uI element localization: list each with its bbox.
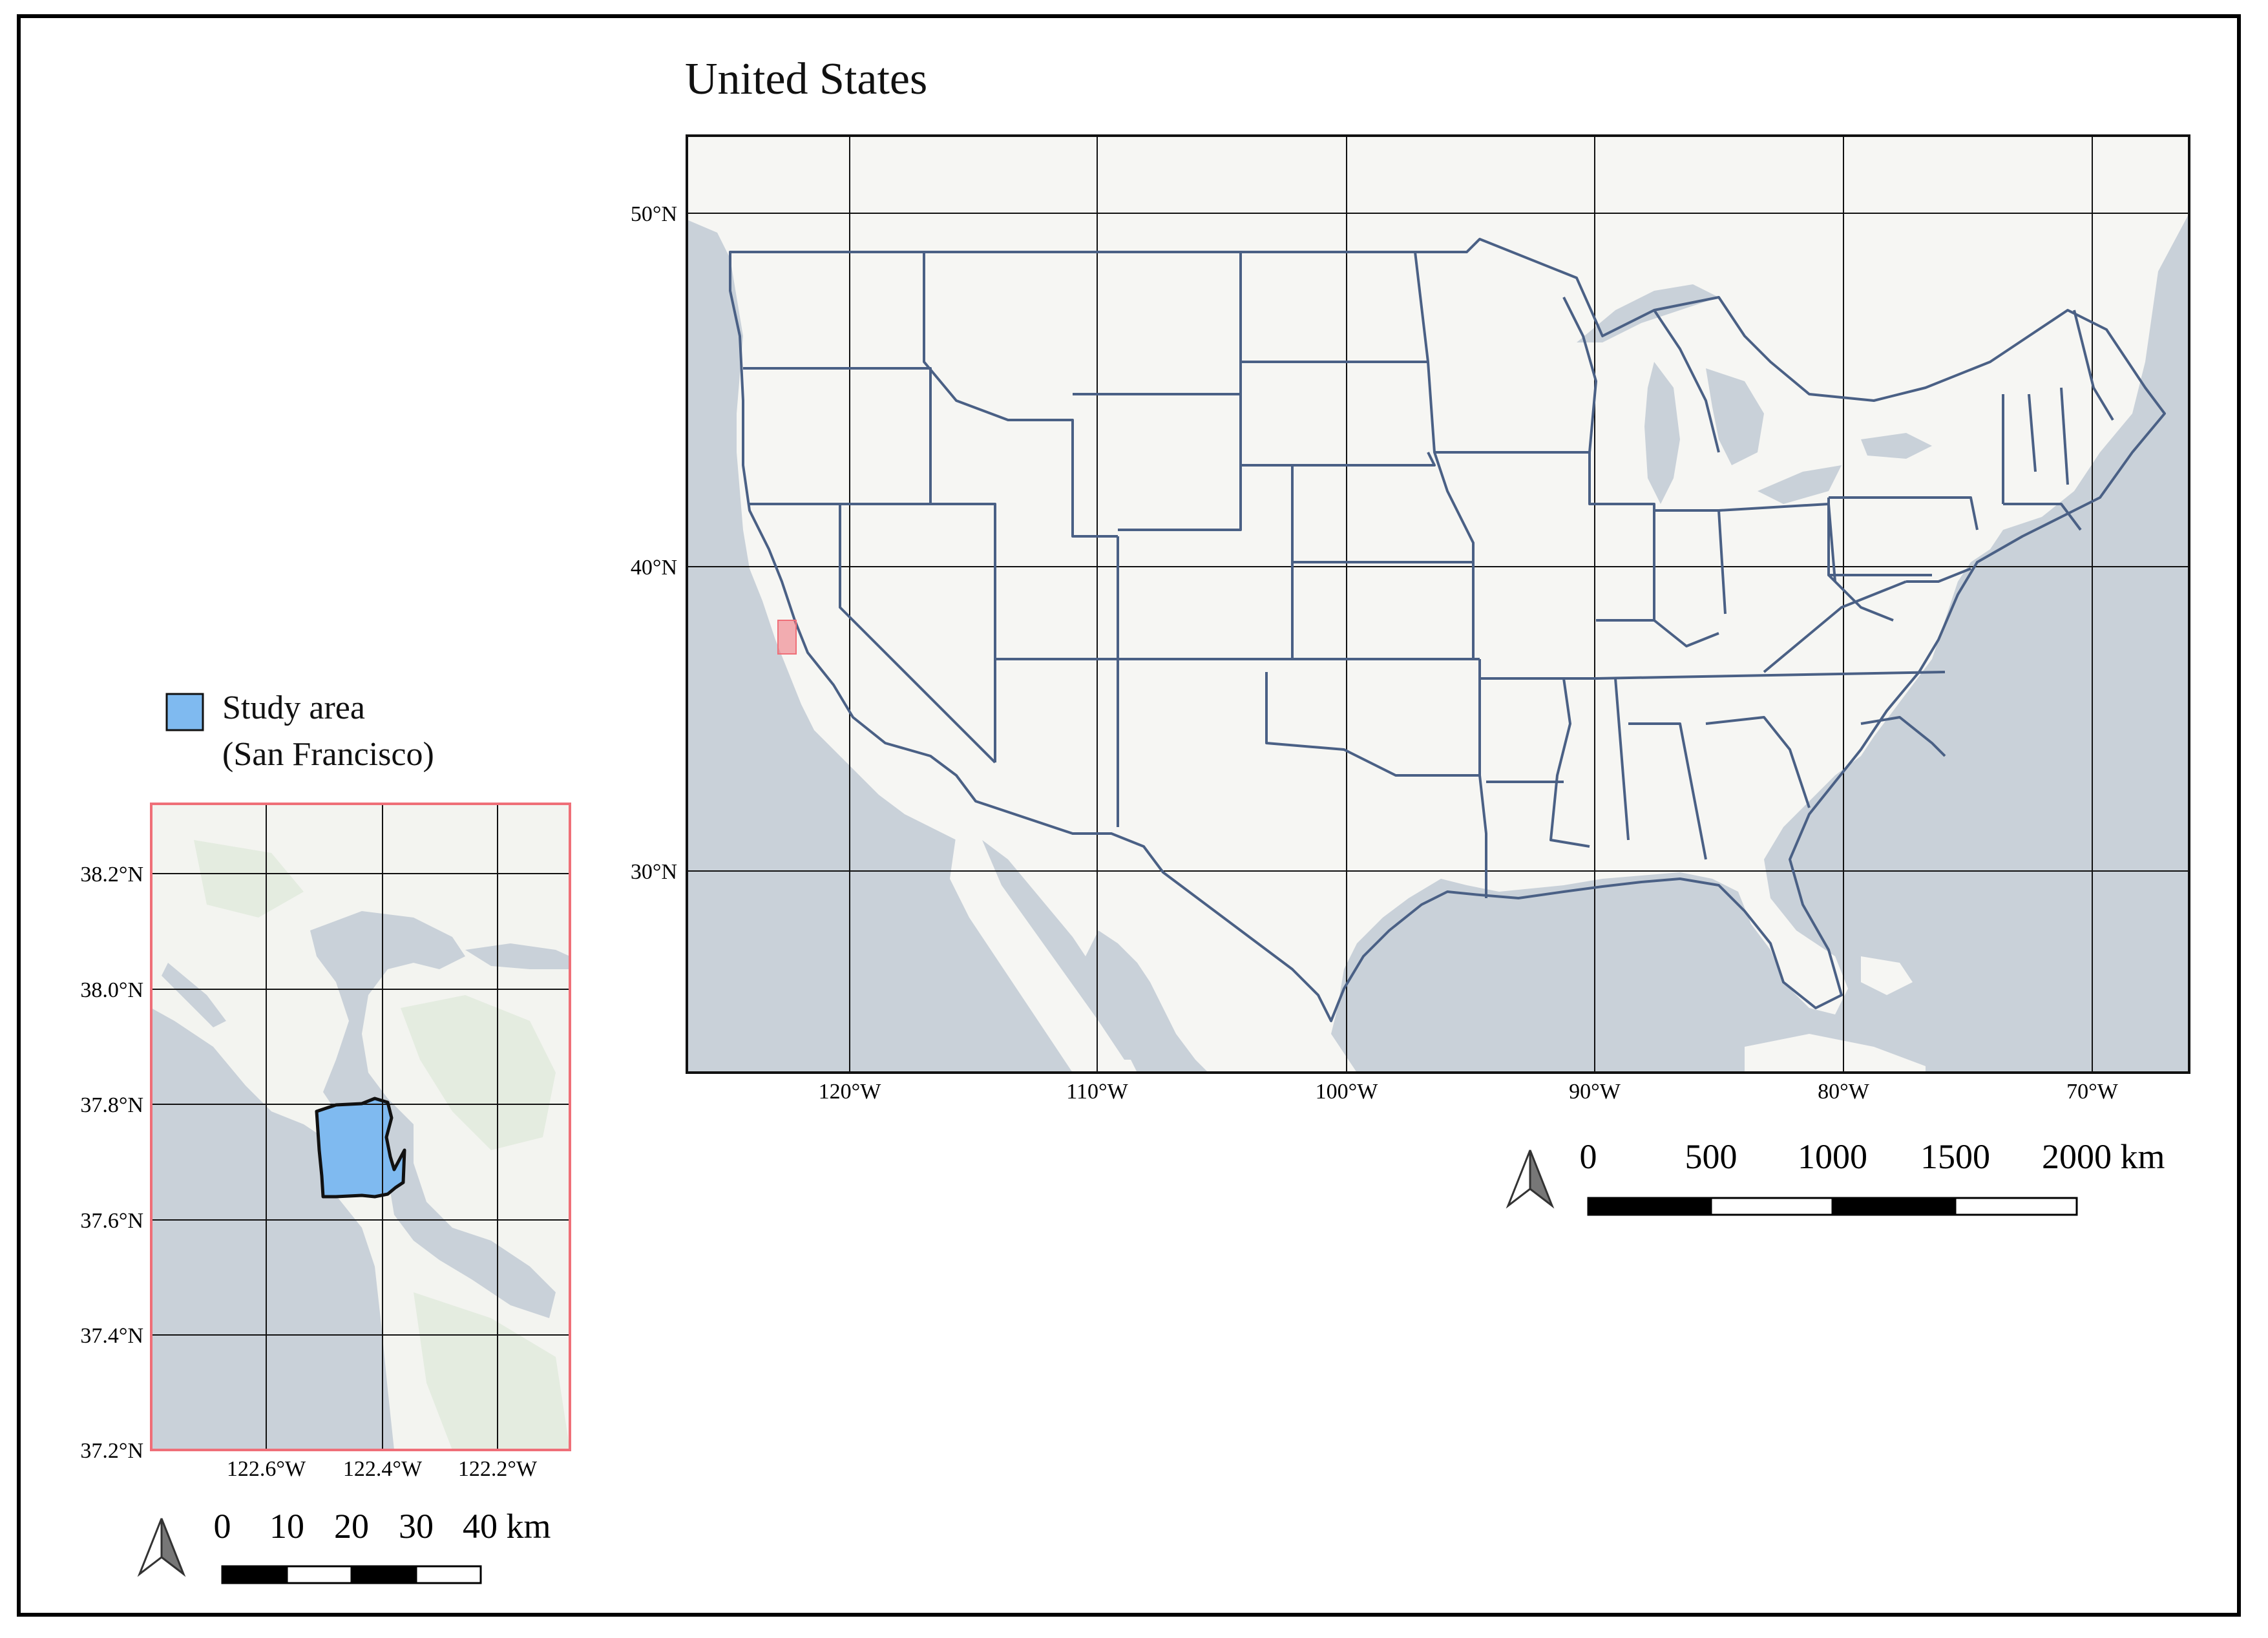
main-scale-label: 1500 (1920, 1137, 1990, 1176)
lake-michigan (1644, 362, 1680, 504)
inset-scale-label: 10 (269, 1507, 304, 1546)
main-map-title: United States (685, 54, 928, 104)
inset-lat-label: 37.6°N (80, 1209, 143, 1233)
inset-scale-label: 20 (334, 1507, 369, 1546)
main-lat-label: 30°N (631, 860, 677, 884)
inset-map-border (150, 803, 571, 1451)
main-lon-label: 110°W (1066, 1080, 1128, 1104)
main-lon-label: 100°W (1316, 1080, 1379, 1104)
main-lon-label: 80°W (1818, 1080, 1870, 1104)
land-cuba (1745, 1034, 1926, 1073)
inset-scale-bar (221, 1565, 482, 1584)
inset-suisun-bay (465, 943, 570, 969)
inset-hills (194, 840, 304, 918)
inset-scale-label: 30 (399, 1507, 434, 1546)
main-lat-label: 40°N (631, 556, 677, 580)
main-scale-label: 500 (1685, 1137, 1738, 1176)
lake-ontario (1861, 433, 1932, 459)
main-lon-label: 120°W (819, 1080, 882, 1104)
legend-study-area-swatch (165, 693, 204, 731)
land-baja (950, 834, 1098, 1073)
inset-lat-label: 38.2°N (80, 863, 143, 887)
land-bahamas (1861, 956, 1913, 995)
inset-scale-label: 40 km (463, 1507, 551, 1546)
lake-huron (1706, 368, 1764, 465)
main-scale-label: 2000 km (2042, 1137, 2165, 1176)
main-scale-label: 0 (1580, 1137, 1597, 1176)
inset-hills (414, 1292, 570, 1450)
inset-ocean (151, 1008, 394, 1450)
main-lon-label: 90°W (1569, 1080, 1621, 1104)
inset-map (151, 804, 570, 1450)
legend-study-area-sublabel: (San Francisco) (222, 736, 434, 773)
inset-lon-label: 122.6°W (227, 1457, 306, 1481)
main-scale-bar (1587, 1197, 2078, 1216)
inset-graticule (151, 804, 570, 1450)
inset-hills (401, 995, 556, 1150)
main-graticule (687, 136, 2189, 1073)
main-map-border (686, 134, 2190, 1074)
inset-scale-label: 0 (214, 1507, 231, 1546)
north-arrow-icon (1506, 1150, 1555, 1209)
inset-tomales-bay (162, 963, 226, 1027)
inset-lat-label: 37.4°N (80, 1324, 143, 1348)
land-north-america (687, 136, 2189, 1073)
gulf-of-california (982, 840, 1137, 1060)
inset-lat-label: 38.0°N (80, 978, 143, 1002)
inset-lat-label: 37.8°N (80, 1093, 143, 1117)
main-lon-label: 70°W (2066, 1080, 2119, 1104)
inset-lat-label: 37.2°N (80, 1439, 143, 1463)
main-scale-label: 1000 (1798, 1137, 1867, 1176)
main-lat-label: 50°N (631, 202, 677, 226)
inset-lon-label: 122.2°W (458, 1457, 538, 1481)
inset-lon-label: 122.4°W (343, 1457, 423, 1481)
north-arrow-icon (137, 1518, 186, 1577)
state-borders (729, 238, 2166, 1022)
figure-frame (17, 14, 2241, 1617)
inset-extent-indicator (777, 620, 797, 655)
legend-study-area-label: Study area (222, 689, 365, 726)
lake-erie (1758, 465, 1842, 504)
